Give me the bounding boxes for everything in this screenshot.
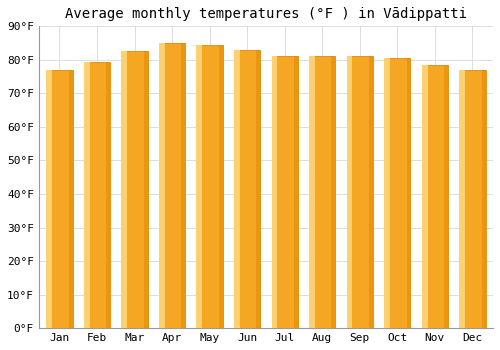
Title: Average monthly temperatures (°F ) in Vādippatti: Average monthly temperatures (°F ) in Vā… xyxy=(65,7,467,21)
Bar xyxy=(122,51,148,328)
Bar xyxy=(332,56,336,328)
Bar xyxy=(234,50,240,328)
Bar xyxy=(346,56,373,328)
Bar xyxy=(309,56,315,328)
Bar xyxy=(346,56,352,328)
Bar xyxy=(159,43,164,328)
Bar xyxy=(369,56,373,328)
Bar xyxy=(196,45,202,328)
Bar xyxy=(84,62,89,328)
Bar xyxy=(272,56,278,328)
Bar xyxy=(68,70,72,328)
Bar xyxy=(482,70,486,328)
Bar xyxy=(196,45,223,328)
Bar xyxy=(384,58,390,328)
Bar xyxy=(46,70,72,328)
Bar xyxy=(294,56,298,328)
Bar xyxy=(234,50,260,328)
Bar xyxy=(384,58,410,328)
Bar xyxy=(106,62,110,328)
Bar xyxy=(159,43,185,328)
Bar xyxy=(46,70,52,328)
Bar xyxy=(144,51,148,328)
Bar xyxy=(219,45,223,328)
Bar xyxy=(460,70,485,328)
Bar xyxy=(256,50,260,328)
Bar xyxy=(272,56,298,328)
Bar xyxy=(406,58,410,328)
Bar xyxy=(422,65,448,328)
Bar xyxy=(122,51,127,328)
Bar xyxy=(84,62,110,328)
Bar xyxy=(422,65,428,328)
Bar xyxy=(182,43,185,328)
Bar xyxy=(309,56,336,328)
Bar xyxy=(444,65,448,328)
Bar xyxy=(460,70,465,328)
